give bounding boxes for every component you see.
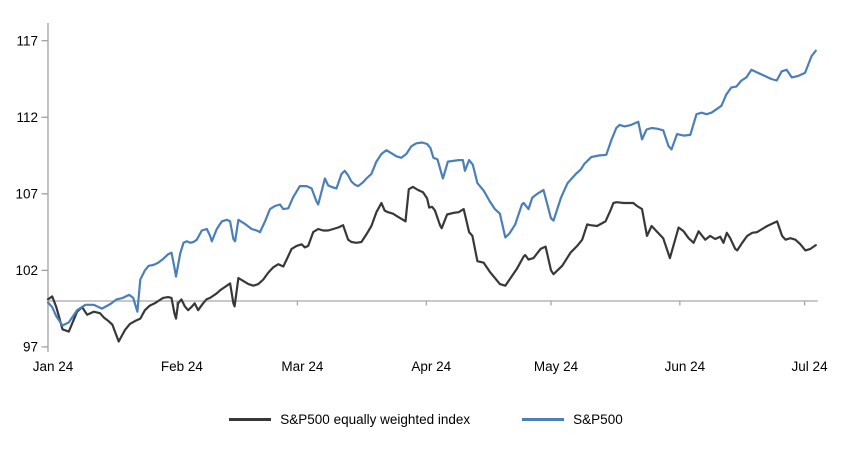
x-tick-label-may-24: May 24: [534, 359, 579, 374]
legend-swatch-sp500-line: [522, 418, 565, 421]
legend-label-sp500-equal-weighted: S&P500 equally weighted index: [280, 412, 471, 427]
legend-swatch-sp500-equal-weighted-line: [229, 418, 272, 421]
y-tick-label-112: 112: [16, 110, 38, 125]
sp500-line: [46, 49, 817, 327]
x-tick-label-jan-24: Jan 24: [33, 359, 74, 374]
legend-label-sp500: S&P500: [573, 412, 623, 427]
legend-item-sp500-equal-weighted: S&P500 equally weighted index: [229, 412, 470, 427]
y-tick-label-117: 117: [16, 34, 38, 49]
x-tick-label-jun-24: Jun 24: [665, 359, 706, 374]
y-tick-label-97: 97: [23, 340, 38, 355]
legend-item-sp500: S&P500: [522, 412, 623, 427]
y-tick-label-107: 107: [15, 187, 38, 202]
x-tick-label-apr-24: Apr 24: [411, 359, 451, 374]
x-tick-label-jul-24: Jul 24: [792, 359, 829, 374]
plot-area: 97 102 107 112 117 Jan 24 Feb 24 Mar 24 Apr 24 Ma…: [15, 23, 829, 374]
x-tick-label-feb-24: Feb 24: [161, 359, 204, 374]
y-tick-label-102: 102: [15, 263, 38, 278]
sp500-equal-weighted-line: [46, 185, 817, 343]
legend: S&P500 equally weighted index S&P500: [0, 412, 852, 427]
x-tick-label-mar-24: Mar 24: [281, 359, 324, 374]
